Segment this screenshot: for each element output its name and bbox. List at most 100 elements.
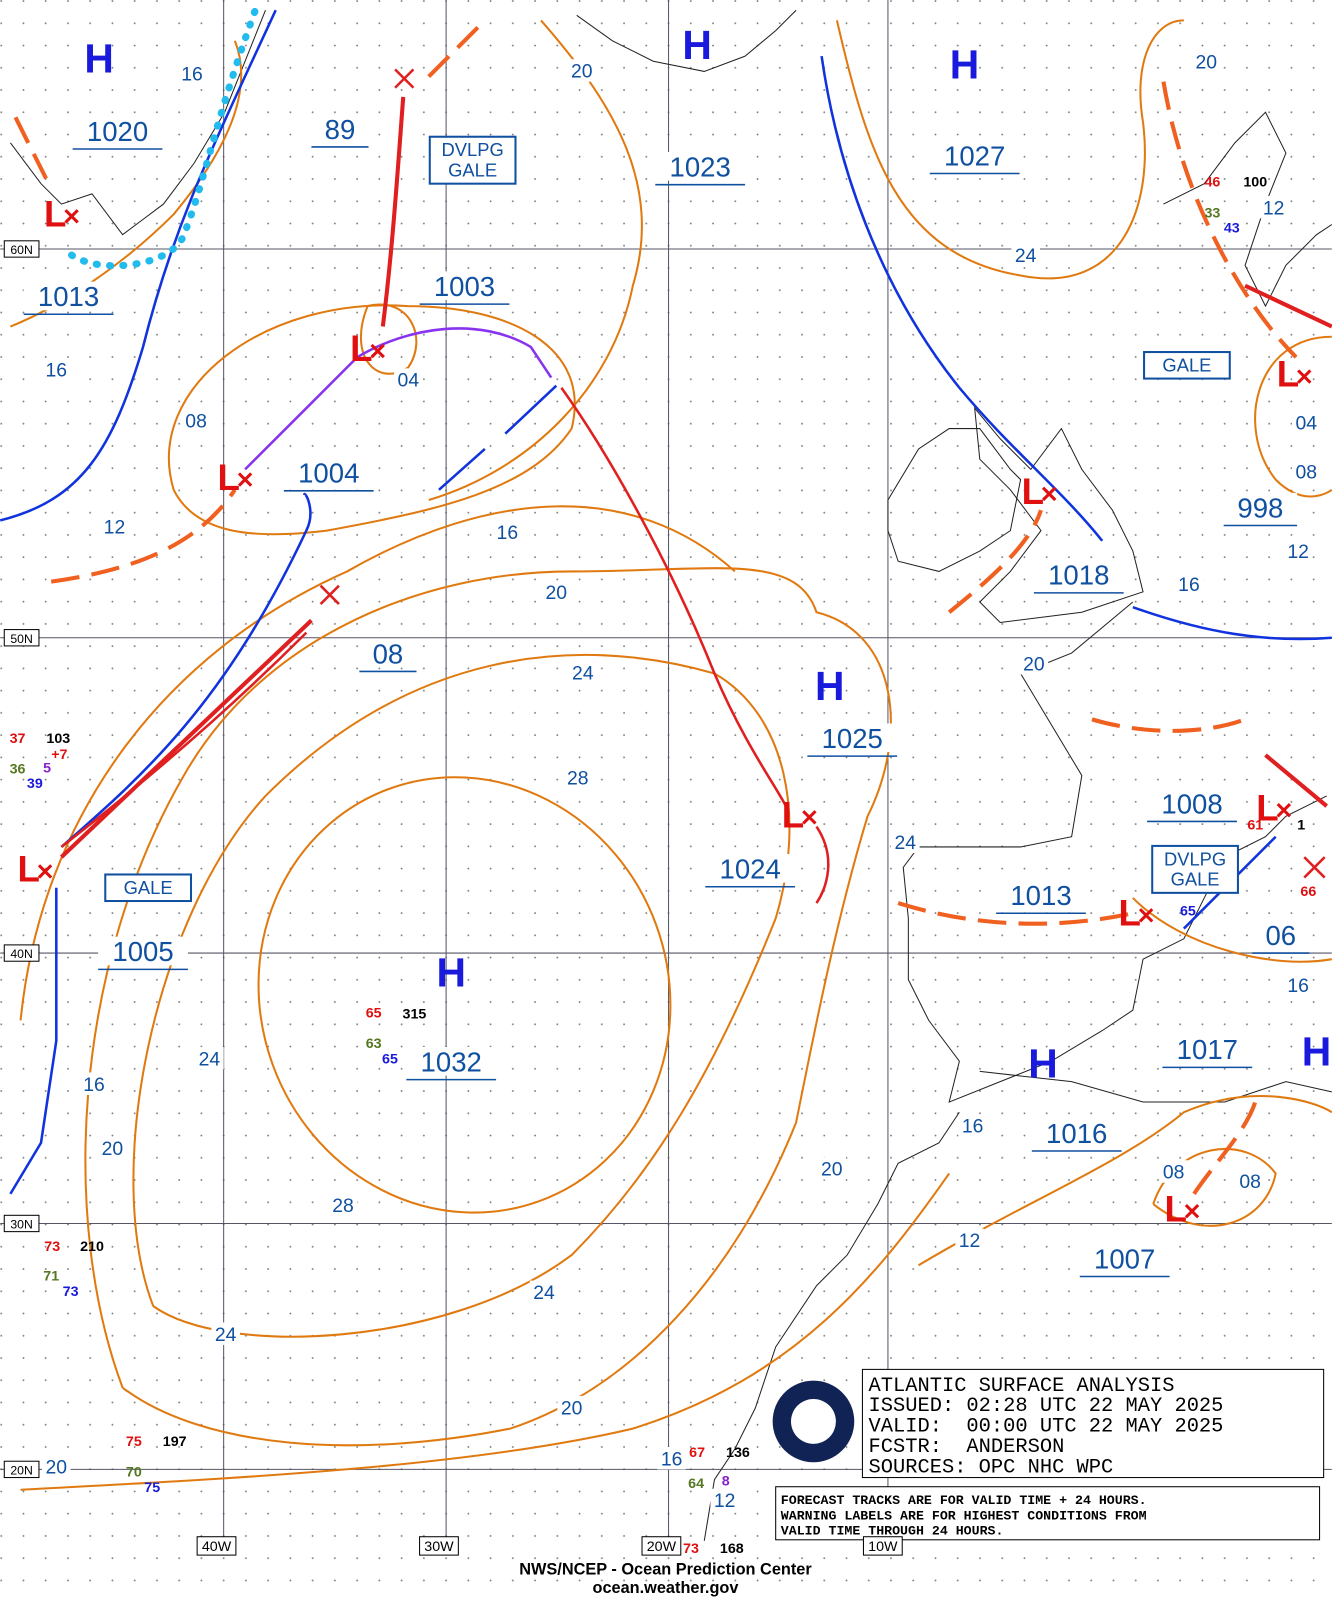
pressure-value: 998 [1237,492,1283,523]
isobar-label-bg [1292,411,1321,434]
station-value: 46 [1204,175,1220,191]
pressure-bg [996,880,1086,910]
station-value: 39 [27,776,43,792]
station-value: 210 [80,1239,104,1255]
isobar-label: 04 [398,370,420,392]
isobar-label-bg [100,515,129,538]
isobar-label: 16 [962,1116,984,1138]
warning-box [104,873,193,903]
warning-label: GALE [1162,354,1211,375]
station-value: 61 [1247,818,1263,834]
isobar-label: 20 [1196,51,1218,73]
low-center: L [1277,354,1299,395]
pressure-value: 1025 [822,723,883,754]
isobar-label-bg [394,368,423,391]
warning-box [1151,844,1239,894]
isobar-label-bg [42,358,71,381]
isobar-label-bg [1019,652,1049,675]
isobar-label-bg [181,409,211,432]
isobar-label-bg [1259,195,1288,219]
station-value: 73 [683,1541,699,1557]
isobar-label: 08 [1239,1171,1261,1193]
isobar-label-bg [1174,572,1204,595]
isobar-label-bg [1283,973,1313,996]
low-cross [1297,369,1312,384]
isobar-label: 20 [561,1397,583,1419]
pressure-value: 1027 [944,140,1005,171]
warning-label: DVLPG [442,139,504,160]
isobar-label: 16 [661,1448,683,1470]
high-center: H [436,950,465,996]
station-value: 8 [722,1474,730,1490]
pressure-bg [929,140,1020,170]
low-center: L [44,194,66,235]
isobar-label: 24 [895,832,917,854]
station-value: 1 [1297,818,1305,834]
station-value: 64 [688,1476,704,1492]
low-center: L [1022,471,1044,512]
isobar-label: 28 [332,1195,354,1217]
low-cross [802,810,817,825]
low-center: L [1119,893,1141,934]
station-value: 36 [10,761,26,777]
isobar-label-bg [98,1136,127,1160]
station-value: 37 [10,731,26,747]
latitude-label: 50N [10,632,32,646]
isobar-label: 24 [215,1324,237,1346]
longitude-label: 40W [202,1539,232,1555]
isobar-label-bg [1011,243,1040,267]
isobar-label: 20 [1023,653,1045,675]
isobar-label: 04 [1296,413,1318,435]
isobar-label-bg [891,830,920,854]
pressure-value: 1013 [1010,880,1071,911]
station-value: 73 [63,1284,79,1300]
pressure-bg [655,152,746,181]
isobar-label: 12 [1287,541,1309,563]
isobar-label: 12 [714,1490,736,1512]
isobar-label-bg [211,1322,240,1345]
pressure-value: 1003 [434,271,495,302]
pressure-bg [23,281,114,311]
isobar-label: 16 [181,64,203,86]
pressure-bg [406,1046,497,1076]
isobar-label-bg [958,1114,987,1137]
station-value: 197 [163,1434,187,1450]
pressure-bg [311,114,369,143]
isobar-label-bg [542,580,571,604]
station-value: 100 [1243,175,1267,191]
notes-box [775,1486,1321,1541]
isobar-label: 20 [821,1159,843,1181]
high-center: H [950,42,979,88]
station-value: 33 [1204,205,1220,221]
isobar-label: 20 [571,61,593,83]
noaa-logo [772,1380,855,1463]
warning-label: GALE [1171,869,1220,890]
low-cross [370,343,385,359]
warning-label: GALE [448,160,497,181]
footer-agency: NWS/NCEP - Ocean Prediction Center [519,1560,812,1578]
isobar-label-bg [1159,1160,1188,1183]
latitude-box [3,1460,40,1479]
pressure-value: 1005 [112,936,173,967]
warning-box [428,135,517,185]
latitude-box [3,1214,40,1233]
isobar-label: 20 [102,1138,124,1160]
station-value: 43 [1224,221,1240,237]
isobar-label: 24 [572,663,594,685]
latitude-box [3,629,40,647]
station-value: 65 [366,1005,382,1021]
warning-label: GALE [124,877,173,898]
station-value: 73 [44,1239,60,1255]
low-cross [64,209,79,224]
isobar-label: 16 [497,522,519,544]
isobar-label-bg [42,1455,71,1478]
sources: SOURCES: OPC NHC WPC [869,1456,1114,1479]
longitude-box [862,1536,903,1556]
station-value: 66 [1300,884,1316,900]
station-value: 63 [366,1036,382,1052]
pressure-bg [1147,788,1237,818]
station-value: 65 [382,1051,398,1067]
high-center: H [84,35,113,81]
pressure-bg [98,936,188,966]
longitude-box [419,1536,459,1556]
